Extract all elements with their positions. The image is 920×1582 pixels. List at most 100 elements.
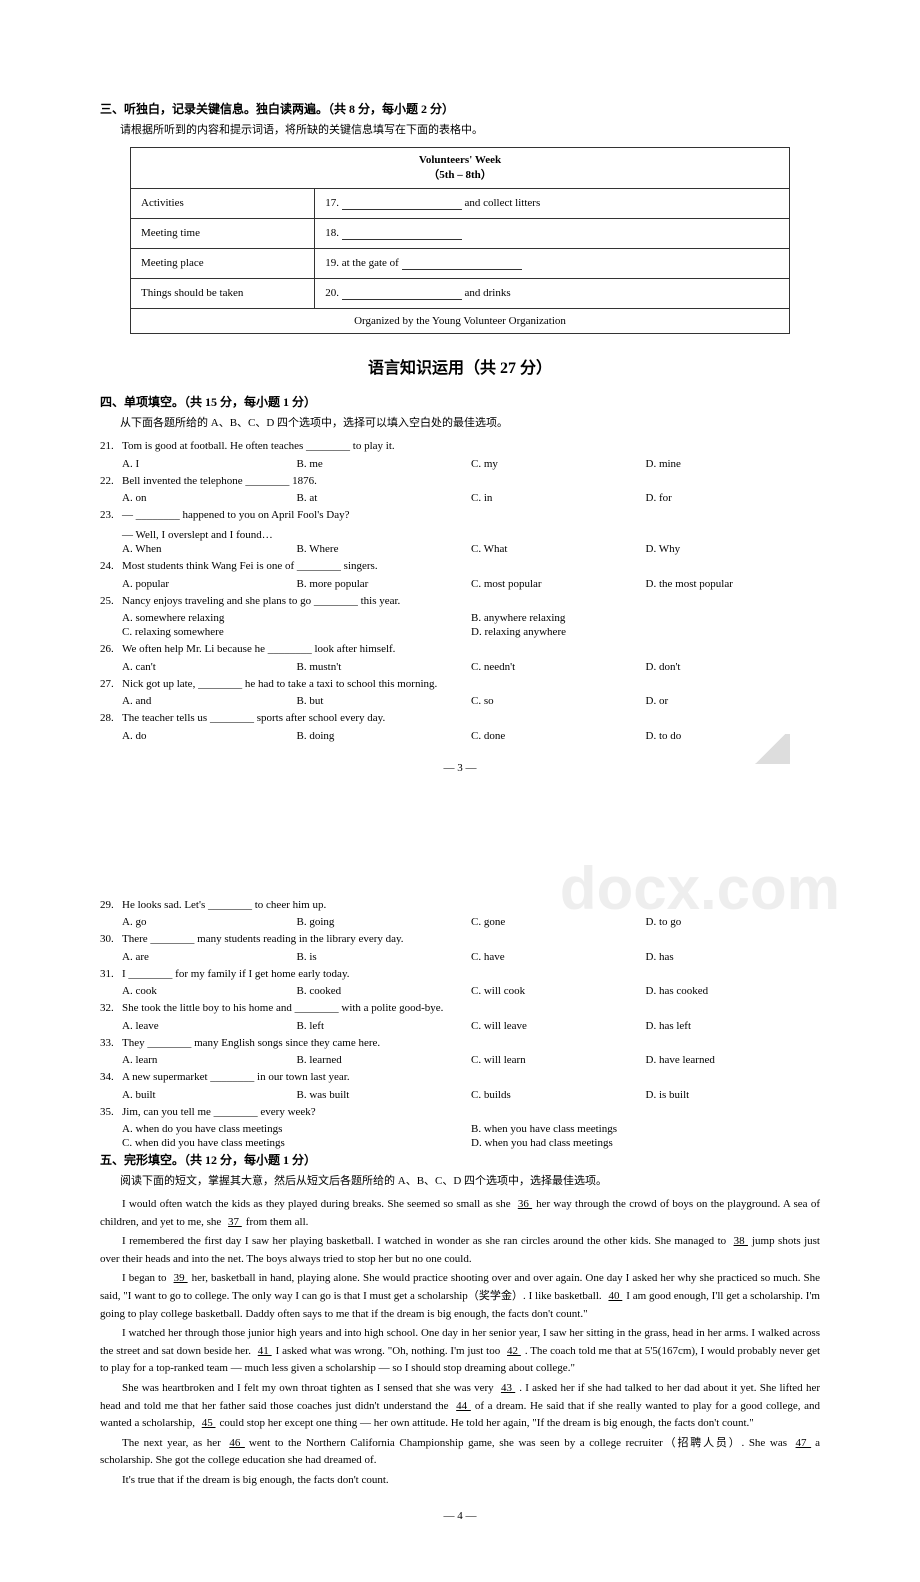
option[interactable]: C. relaxing somewhere: [122, 626, 471, 638]
option[interactable]: B. left: [297, 1020, 472, 1032]
section-3-title: 三、听独白，记录关键信息。独白读两遍。（共 8 分，每小题 2 分）: [100, 100, 820, 117]
option[interactable]: D. has cooked: [646, 985, 821, 997]
option[interactable]: C. in: [471, 492, 646, 504]
option[interactable]: C. What: [471, 543, 646, 555]
cloze-blank[interactable]: 45: [198, 1417, 220, 1429]
options-row: A. WhenB. WhereC. WhatD. Why: [122, 543, 820, 555]
passage-paragraph: I began to 39 her, basketball in hand, p…: [100, 1270, 820, 1323]
option[interactable]: A. go: [122, 916, 297, 928]
option[interactable]: A. do: [122, 730, 297, 742]
option[interactable]: D. relaxing anywhere: [471, 626, 820, 638]
option[interactable]: A. can't: [122, 661, 297, 673]
table-content: 18.: [315, 219, 789, 248]
option[interactable]: C. most popular: [471, 578, 646, 590]
section-4-title: 四、单项填空。（共 15 分，每小题 1 分）: [100, 393, 820, 410]
fill-blank[interactable]: [402, 257, 522, 270]
section-5-subtitle: 阅读下面的短文，掌握其大意，然后从短文后各题所给的 A、B、C、D 四个选项中，…: [120, 1172, 820, 1188]
option[interactable]: B. is: [297, 951, 472, 963]
fill-blank[interactable]: [342, 227, 462, 240]
option[interactable]: D. when you had class meetings: [471, 1137, 820, 1149]
option[interactable]: B. but: [297, 695, 472, 707]
page-4-content: 29.He looks sad. Let's ________ to cheer…: [100, 897, 820, 1522]
option[interactable]: C. my: [471, 458, 646, 470]
page-corner-fold: [750, 734, 790, 764]
cloze-blank[interactable]: 43: [497, 1382, 519, 1394]
page-3-content: 三、听独白，记录关键信息。独白读两遍。（共 8 分，每小题 2 分） 请根据所听…: [100, 100, 820, 774]
option[interactable]: D. have learned: [646, 1054, 821, 1066]
option[interactable]: D. the most popular: [646, 578, 821, 590]
option[interactable]: C. when did you have class meetings: [122, 1137, 471, 1149]
option[interactable]: C. have: [471, 951, 646, 963]
cloze-blank[interactable]: 37: [224, 1216, 246, 1228]
option[interactable]: B. more popular: [297, 578, 472, 590]
options-row: A. cookB. cookedC. will cookD. has cooke…: [122, 985, 820, 997]
section-3-subtitle: 请根据所听到的内容和提示词语，将所缺的关键信息填写在下面的表格中。: [120, 121, 820, 137]
option[interactable]: B. me: [297, 458, 472, 470]
passage-paragraph: I would often watch the kids as they pla…: [100, 1196, 820, 1231]
option[interactable]: D. to go: [646, 916, 821, 928]
question-number: 23.: [100, 507, 122, 524]
question-number: 26.: [100, 641, 122, 658]
option[interactable]: A. somewhere relaxing: [122, 612, 471, 624]
cloze-blank[interactable]: 42: [503, 1345, 525, 1357]
option[interactable]: B. Where: [297, 543, 472, 555]
option[interactable]: D. has: [646, 951, 821, 963]
question-number: 33.: [100, 1035, 122, 1052]
option[interactable]: C. builds: [471, 1089, 646, 1101]
table-footer: Organized by the Young Volunteer Organiz…: [131, 308, 789, 333]
fill-blank[interactable]: [342, 287, 462, 300]
question: 28.The teacher tells us ________ sports …: [100, 710, 820, 727]
option[interactable]: D. has left: [646, 1020, 821, 1032]
cloze-blank[interactable]: 41: [254, 1345, 276, 1357]
option[interactable]: A. cook: [122, 985, 297, 997]
page-number-3: — 3 —: [100, 762, 820, 774]
cloze-blank[interactable]: 40: [604, 1290, 626, 1302]
option[interactable]: A. built: [122, 1089, 297, 1101]
option[interactable]: A. are: [122, 951, 297, 963]
option[interactable]: B. when you have class meetings: [471, 1123, 820, 1135]
option[interactable]: B. mustn't: [297, 661, 472, 673]
cloze-blank[interactable]: 47: [792, 1437, 816, 1449]
options-row: A. builtB. was builtC. buildsD. is built: [122, 1089, 820, 1101]
option[interactable]: A. I: [122, 458, 297, 470]
table-content: 19. at the gate of: [315, 249, 789, 278]
option[interactable]: C. so: [471, 695, 646, 707]
question: 32.She took the little boy to his home a…: [100, 1000, 820, 1017]
cloze-blank[interactable]: 44: [452, 1400, 475, 1412]
cloze-blank[interactable]: 39: [170, 1272, 192, 1284]
cloze-blank[interactable]: 46: [225, 1437, 249, 1449]
option[interactable]: D. Why: [646, 543, 821, 555]
option[interactable]: A. and: [122, 695, 297, 707]
option[interactable]: D. to do: [646, 730, 821, 742]
question-number: 22.: [100, 473, 122, 490]
option[interactable]: A. popular: [122, 578, 297, 590]
option[interactable]: D. don't: [646, 661, 821, 673]
option[interactable]: B. learned: [297, 1054, 472, 1066]
option[interactable]: B. doing: [297, 730, 472, 742]
option[interactable]: D. for: [646, 492, 821, 504]
option[interactable]: C. gone: [471, 916, 646, 928]
option[interactable]: B. was built: [297, 1089, 472, 1101]
option[interactable]: D. is built: [646, 1089, 821, 1101]
option[interactable]: C. will learn: [471, 1054, 646, 1066]
cloze-blank[interactable]: 36: [514, 1198, 536, 1210]
option[interactable]: C. will leave: [471, 1020, 646, 1032]
option[interactable]: C. needn't: [471, 661, 646, 673]
option[interactable]: B. anywhere relaxing: [471, 612, 820, 624]
option[interactable]: A. on: [122, 492, 297, 504]
option[interactable]: A. learn: [122, 1054, 297, 1066]
cloze-blank[interactable]: 38: [730, 1235, 752, 1247]
option[interactable]: C. done: [471, 730, 646, 742]
option[interactable]: A. when do you have class meetings: [122, 1123, 471, 1135]
option[interactable]: A. leave: [122, 1020, 297, 1032]
options-row: A. when do you have class meetingsB. whe…: [122, 1123, 820, 1135]
option[interactable]: A. When: [122, 543, 297, 555]
option[interactable]: B. going: [297, 916, 472, 928]
options-row: A. doB. doingC. doneD. to do: [122, 730, 820, 742]
fill-blank[interactable]: [342, 197, 462, 210]
option[interactable]: D. mine: [646, 458, 821, 470]
option[interactable]: C. will cook: [471, 985, 646, 997]
option[interactable]: B. cooked: [297, 985, 472, 997]
option[interactable]: D. or: [646, 695, 821, 707]
option[interactable]: B. at: [297, 492, 472, 504]
